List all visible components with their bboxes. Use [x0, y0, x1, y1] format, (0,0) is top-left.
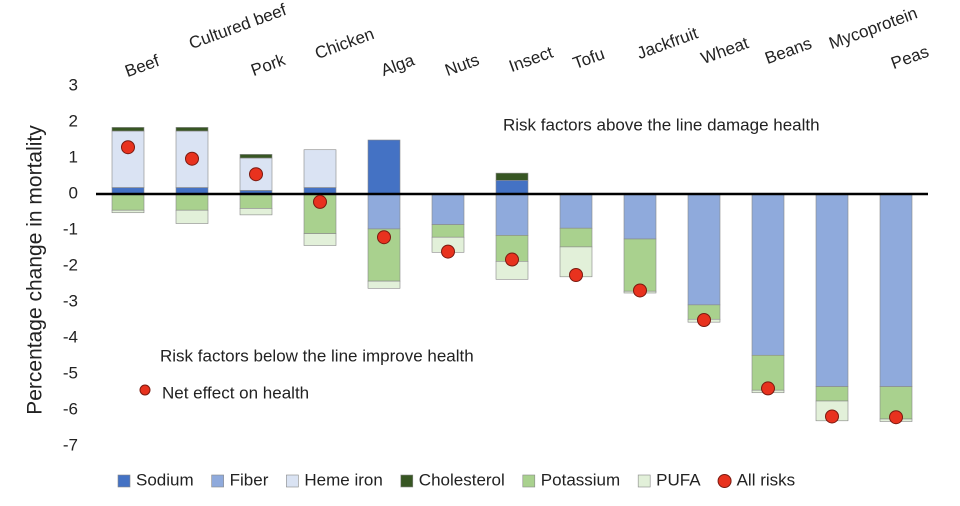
y-tick-label: 2: [69, 111, 78, 130]
bar-segment: [111, 193, 145, 211]
bar-segment: [431, 224, 465, 238]
legend-label: PUFA: [656, 470, 701, 489]
x-tick-label: Beans: [762, 34, 814, 68]
bar-segment: [623, 238, 657, 292]
y-axis-title: Percentage change in mortality: [24, 125, 47, 415]
bar-segment: [111, 209, 145, 214]
net-dot: [569, 268, 583, 282]
bar-segment: [175, 127, 209, 132]
net-dot: [441, 244, 455, 259]
bar-segment: [367, 193, 401, 230]
y-tick-label: -6: [63, 399, 78, 418]
y-tick-label: -1: [63, 219, 78, 238]
y-tick-label: 1: [69, 147, 78, 166]
x-tick-label: Insect: [506, 43, 555, 76]
bar-segment: [751, 193, 785, 356]
y-tick-label: -3: [63, 291, 78, 310]
bar-segment: [367, 280, 401, 289]
bar-segment: [559, 227, 593, 248]
legend-label: Cholesterol: [419, 470, 505, 489]
legend-swatch: [400, 474, 414, 488]
net-dot: [825, 409, 839, 424]
net-dot: [313, 194, 327, 209]
bar-segment: [559, 193, 593, 229]
bar-segment: [815, 386, 849, 402]
x-tick-label: Chicken: [312, 24, 376, 63]
legend-label: Sodium: [136, 470, 194, 489]
bar-segment: [367, 139, 401, 195]
bar-segment: [175, 193, 209, 211]
bar-segment: [239, 193, 273, 209]
net-dot: [761, 381, 775, 396]
net-dot: [633, 283, 647, 298]
bar-segment: [815, 193, 849, 387]
bar-segment: [303, 233, 337, 246]
x-tick-label: Peas: [888, 42, 931, 73]
x-tick-label: Cultured beef: [186, 0, 289, 53]
y-tick-label: 3: [69, 75, 78, 94]
bar-segment: [495, 193, 529, 236]
legend-label: All risks: [737, 470, 796, 489]
net-dot: [185, 151, 199, 166]
legend-swatch: [717, 474, 732, 488]
bar-segment: [111, 127, 145, 132]
net-dot: [697, 313, 711, 327]
y-tick-label: -2: [63, 255, 78, 274]
y-tick-label: -5: [63, 363, 78, 382]
y-tick-label: -4: [63, 327, 78, 346]
net-dot: [889, 410, 903, 425]
x-tick-label: Mycoprotein: [826, 3, 920, 53]
bar-segment: [495, 172, 529, 181]
bar-segment: [303, 149, 337, 188]
x-tick-label: Alga: [378, 50, 417, 80]
x-tick-label: Nuts: [442, 50, 481, 80]
legend-label: Heme iron: [304, 470, 382, 489]
bar-segment: [623, 193, 657, 240]
x-tick-label: Tofu: [570, 44, 607, 73]
y-tick-label: -7: [63, 435, 78, 454]
legend-swatch: [637, 474, 651, 488]
annotation: Risk factors below the line improve heal…: [160, 346, 474, 365]
bar-segment: [239, 154, 273, 159]
bar-segment: [111, 130, 145, 188]
x-tick-label: Wheat: [698, 33, 751, 68]
net-dot: [249, 167, 263, 182]
annotation: Risk factors above the line damage healt…: [503, 115, 820, 134]
bar-segment: [175, 209, 209, 224]
legend-swatch: [117, 474, 131, 488]
legend-swatch: [522, 474, 536, 488]
net-dot: [377, 230, 391, 245]
net-dot: [505, 252, 519, 267]
bar-segment: [687, 193, 721, 306]
bar-segment: [239, 208, 273, 216]
annotation: Net effect on health: [162, 383, 309, 402]
x-tick-label: Jackfruit: [634, 23, 700, 63]
legend-label: Fiber: [230, 470, 269, 489]
bar-segment: [431, 193, 465, 225]
legend-swatch: [286, 474, 299, 488]
net-dot: [121, 140, 135, 155]
legend-swatch: [211, 474, 224, 488]
annotation-dot: [139, 384, 151, 396]
bar-segment: [495, 180, 529, 195]
x-tick-label: Beef: [122, 51, 162, 81]
legend-label: Potassium: [541, 470, 620, 489]
x-tick-label: Pork: [248, 50, 288, 80]
bar-segment: [879, 193, 913, 387]
y-tick-label: 0: [69, 183, 78, 202]
